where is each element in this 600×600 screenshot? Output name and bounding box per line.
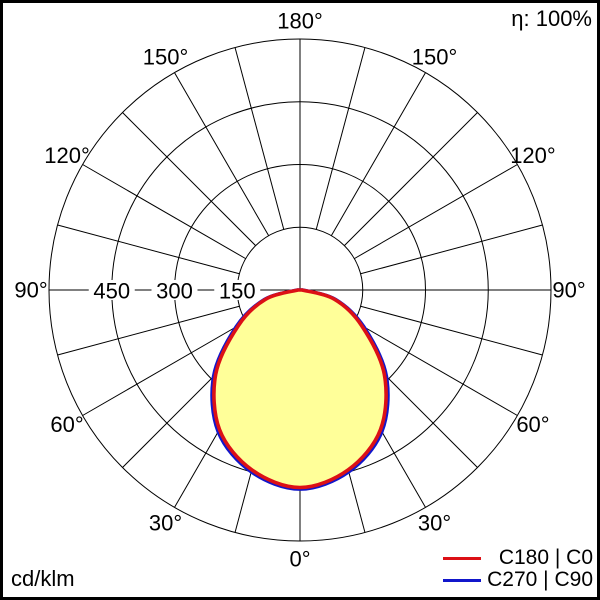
grid-spoke: [354, 164, 518, 260]
grid-spoke: [174, 72, 270, 236]
ring-label-bg: [151, 280, 198, 300]
angle-label: 120°: [510, 143, 556, 168]
ring-label: 450: [93, 279, 130, 304]
ring-label: 150: [219, 279, 256, 304]
ring-label-bg: [88, 280, 135, 300]
angle-label: 30°: [149, 510, 182, 535]
grid-spoke: [57, 224, 240, 275]
legend: C180 | C0 C270 | C90: [443, 547, 593, 591]
angle-label: 90°: [552, 278, 585, 303]
grid-spoke: [82, 164, 246, 260]
grid-spoke: [57, 305, 240, 356]
legend-label: C270 | C90: [487, 568, 593, 591]
ring-label: 300: [156, 279, 193, 304]
grid-spoke: [315, 47, 366, 230]
angle-label: 150°: [143, 45, 189, 70]
grid-spoke: [122, 112, 256, 246]
grid-spoke: [82, 320, 246, 416]
angle-label: 180°: [277, 9, 323, 34]
angle-label: 120°: [44, 143, 90, 168]
grid-spoke: [360, 305, 543, 356]
angle-label: 150°: [412, 45, 458, 70]
angle-label: 90°: [14, 278, 47, 303]
units-label: cd/klm: [11, 566, 75, 591]
legend-item: C270 | C90: [443, 569, 593, 591]
legend-label: C180 | C0: [498, 546, 593, 569]
efficiency-value: η: 100%: [511, 6, 592, 31]
intensity-curve-c180-c0: [212, 288, 388, 490]
grid-spoke: [360, 224, 543, 275]
grid-spoke: [330, 72, 426, 236]
legend-item: C180 | C0: [443, 547, 593, 569]
angle-label: 60°: [50, 412, 83, 437]
grid-spoke: [344, 112, 478, 246]
legend-line-icon: [443, 578, 481, 582]
legend-line-icon: [443, 556, 481, 560]
ring-label-bg: [214, 280, 261, 300]
angle-label: 60°: [516, 412, 549, 437]
angle-label: 0°: [289, 547, 310, 572]
angle-label: 30°: [418, 510, 451, 535]
grid-spoke: [234, 47, 285, 230]
grid-spoke: [354, 320, 518, 416]
